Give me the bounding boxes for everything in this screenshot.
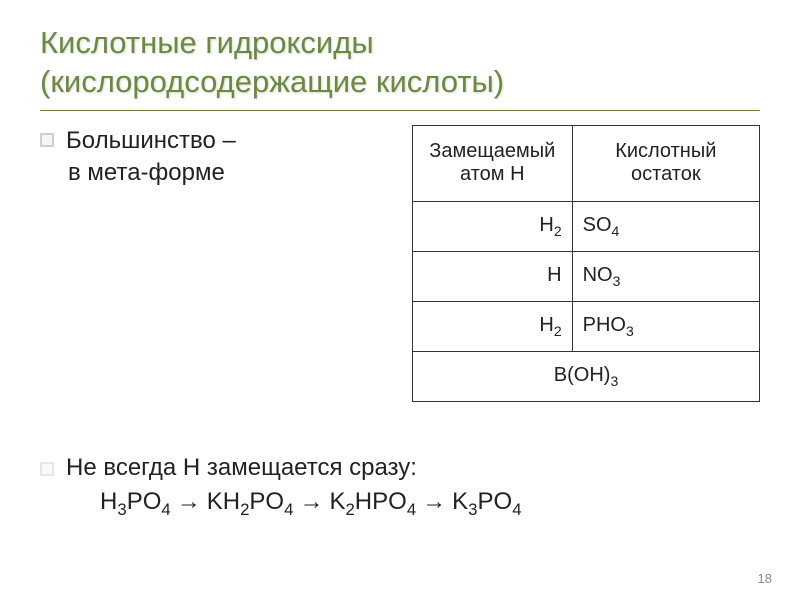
slide: Кислотные гидроксиды (кислородсодержащие…: [0, 0, 800, 600]
table-row: H2 SO4: [413, 201, 760, 251]
table-row: H NO3: [413, 251, 760, 301]
square-bullet-icon: [40, 462, 54, 476]
bullet-item-1: Большинство –: [40, 125, 392, 157]
bullet-2-text: Не всегда Н замещается сразу:: [66, 454, 417, 482]
table: Замещаемый атом Н Кислотный остаток H2 S…: [412, 125, 760, 402]
cell-h-3: H2: [413, 301, 573, 351]
slide-title: Кислотные гидроксиды (кислородсодержащие…: [40, 24, 760, 111]
page-number: 18: [758, 571, 772, 586]
reaction-chain: H3PO4 → KH2PO4 → K2HPO4 → K3PO4: [100, 488, 760, 520]
cell-r-2: NO3: [572, 251, 759, 301]
table-header-row: Замещаемый атом Н Кислотный остаток: [413, 125, 760, 201]
square-bullet-icon: [40, 133, 54, 147]
title-line-1: Кислотные гидроксиды: [40, 25, 374, 60]
acid-table: Замещаемый атом Н Кислотный остаток H2 S…: [412, 125, 760, 402]
content-row: Большинство – в мета-форме Замещаемый ат…: [40, 125, 760, 402]
title-line-2: (кислородсодержащие кислоты): [40, 64, 504, 99]
bullet-1-text-a: Большинство –: [66, 125, 236, 157]
bullet-1-text-b: в мета-форме: [68, 157, 392, 189]
table-row: H2 PHO3: [413, 301, 760, 351]
lower-block: Не всегда Н замещается сразу: H3PO4 → KH…: [40, 454, 760, 520]
header-replaceable-h: Замещаемый атом Н: [413, 125, 573, 201]
cell-h-1: H2: [413, 201, 573, 251]
table-row-merged: B(OH)3: [413, 351, 760, 401]
cell-boh3: B(OH)3: [413, 351, 760, 401]
cell-h-2: H: [413, 251, 573, 301]
cell-r-1: SO4: [572, 201, 759, 251]
cell-r-3: PHO3: [572, 301, 759, 351]
left-column: Большинство – в мета-форме: [40, 125, 412, 402]
header-acid-residue: Кислотный остаток: [572, 125, 759, 201]
bullet-item-2: Не всегда Н замещается сразу:: [40, 454, 760, 482]
